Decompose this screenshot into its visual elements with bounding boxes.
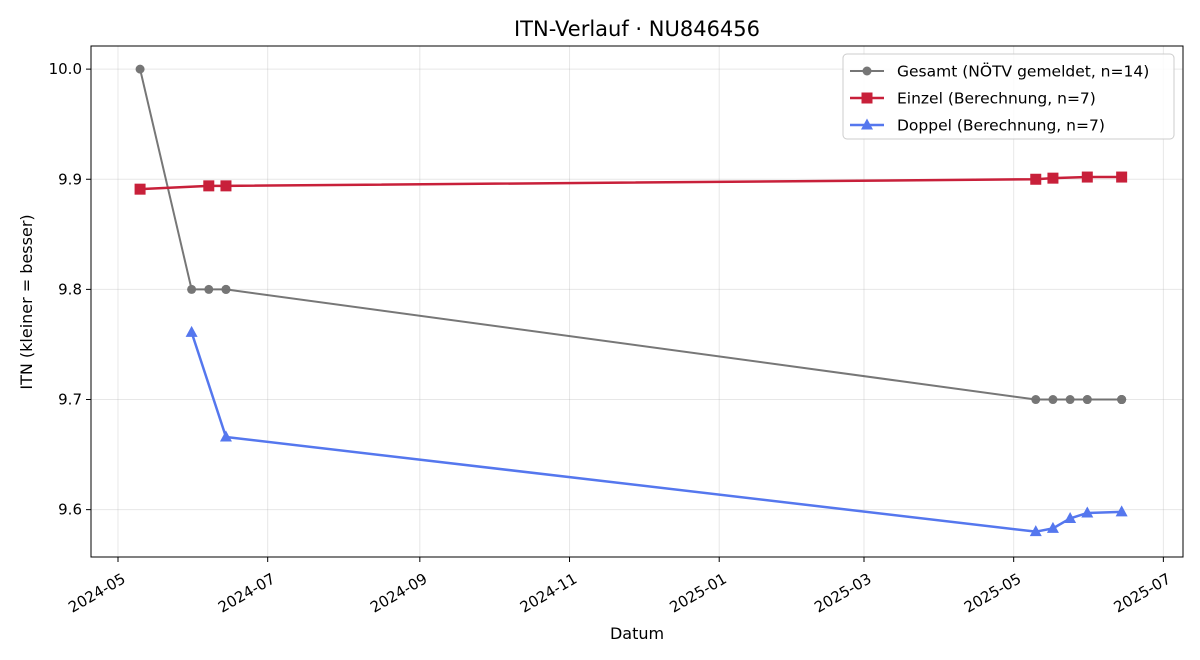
data-point — [1047, 172, 1059, 184]
x-tick-label: 2024-11 — [517, 570, 580, 617]
data-point — [1065, 395, 1075, 405]
x-tick-label: 2025-05 — [961, 570, 1024, 617]
legend-frame — [842, 53, 1175, 140]
data-point — [203, 180, 215, 192]
data-point — [219, 430, 232, 442]
data-point — [1081, 506, 1094, 518]
data-point — [1117, 395, 1127, 405]
plot-area-frame — [90, 45, 1184, 558]
x-tick-label: 2025-07 — [1111, 570, 1174, 617]
legend-swatch — [850, 92, 884, 104]
y-tick-label: 9.8 — [58, 280, 82, 298]
legend: Gesamt (NÖTV gemeldet, n=14) Einzel (Bere… — [842, 53, 1175, 140]
data-point — [221, 284, 231, 294]
legend-swatch — [850, 118, 884, 130]
y-axis-label: ITN (kleiner = besser) — [17, 214, 36, 389]
x-axis-label: Datum — [610, 624, 664, 643]
data-point — [135, 64, 145, 74]
data-point — [1048, 395, 1058, 405]
data-point — [187, 284, 197, 294]
y-tick-label: 9.6 — [58, 501, 82, 519]
y-tick-label: 10.0 — [49, 60, 82, 78]
data-point — [1031, 395, 1041, 405]
data-point — [1115, 505, 1128, 517]
x-tick-label: 2024-05 — [65, 570, 128, 617]
series-square-group — [134, 171, 1128, 195]
data-point — [220, 180, 232, 192]
legend-entry-label: Gesamt (NÖTV gemeldet, n=14) — [897, 62, 1149, 81]
series-circle-group — [135, 64, 1127, 405]
data-point — [1064, 511, 1077, 523]
data-point — [1082, 395, 1092, 405]
series-triangle-group — [185, 325, 1128, 537]
legend-swatch-marker — [861, 92, 873, 104]
chart-title: ITN-Verlauf · NU846456 — [514, 17, 760, 41]
data-point — [1029, 525, 1042, 537]
legend-swatch-marker — [861, 118, 873, 130]
legend-entry-label: Einzel (Berechnung, n=7) — [897, 90, 1096, 108]
legend-entry-label: Doppel (Berechnung, n=7) — [897, 117, 1105, 135]
data-point — [134, 183, 146, 195]
legend-swatch — [850, 66, 884, 76]
data-point — [204, 284, 214, 294]
y-tick-label: 9.7 — [58, 391, 82, 409]
series-line — [190, 331, 1122, 533]
x-tick-label: 2025-03 — [811, 570, 874, 617]
y-tick-label: 9.9 — [58, 170, 82, 188]
data-point — [185, 325, 198, 337]
data-point — [1081, 171, 1093, 183]
data-point — [1030, 173, 1042, 185]
x-tick-label: 2025-01 — [667, 570, 730, 617]
x-tick-label: 2024-09 — [367, 570, 430, 617]
x-tick-label: 2024-07 — [215, 570, 278, 617]
data-point — [1046, 521, 1059, 533]
legend-swatch-marker — [862, 66, 872, 76]
data-point — [1116, 171, 1128, 183]
